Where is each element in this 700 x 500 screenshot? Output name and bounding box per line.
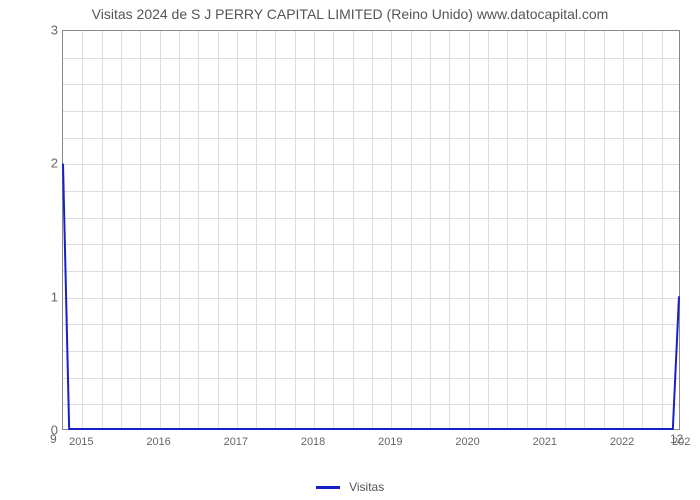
line-series — [63, 31, 679, 429]
y-axis-tick-label: 1 — [28, 289, 58, 304]
x-axis-tick-label: 2015 — [69, 436, 93, 448]
y-axis-tick-label: 3 — [28, 23, 58, 38]
plot-area — [62, 30, 680, 430]
corner-top-right-x-label: 202 — [672, 436, 690, 448]
x-axis-tick-label: 2021 — [533, 436, 557, 448]
legend-label: Visitas — [349, 480, 384, 494]
x-axis-tick-label: 2019 — [378, 436, 402, 448]
y-axis-tick-label: 2 — [28, 156, 58, 171]
x-axis-tick-label: 2022 — [610, 436, 634, 448]
corner-bottom-left-label: 9 — [50, 432, 57, 446]
x-axis-tick-label: 2016 — [146, 436, 170, 448]
x-axis-tick-label: 2018 — [301, 436, 325, 448]
legend-swatch — [316, 486, 340, 489]
series-line — [63, 164, 679, 429]
x-axis-tick-label: 2017 — [224, 436, 248, 448]
visits-chart: Visitas 2024 de S J PERRY CAPITAL LIMITE… — [0, 0, 700, 500]
x-axis-tick-label: 2020 — [455, 436, 479, 448]
chart-title: Visitas 2024 de S J PERRY CAPITAL LIMITE… — [0, 6, 700, 22]
legend: Visitas — [0, 480, 700, 494]
